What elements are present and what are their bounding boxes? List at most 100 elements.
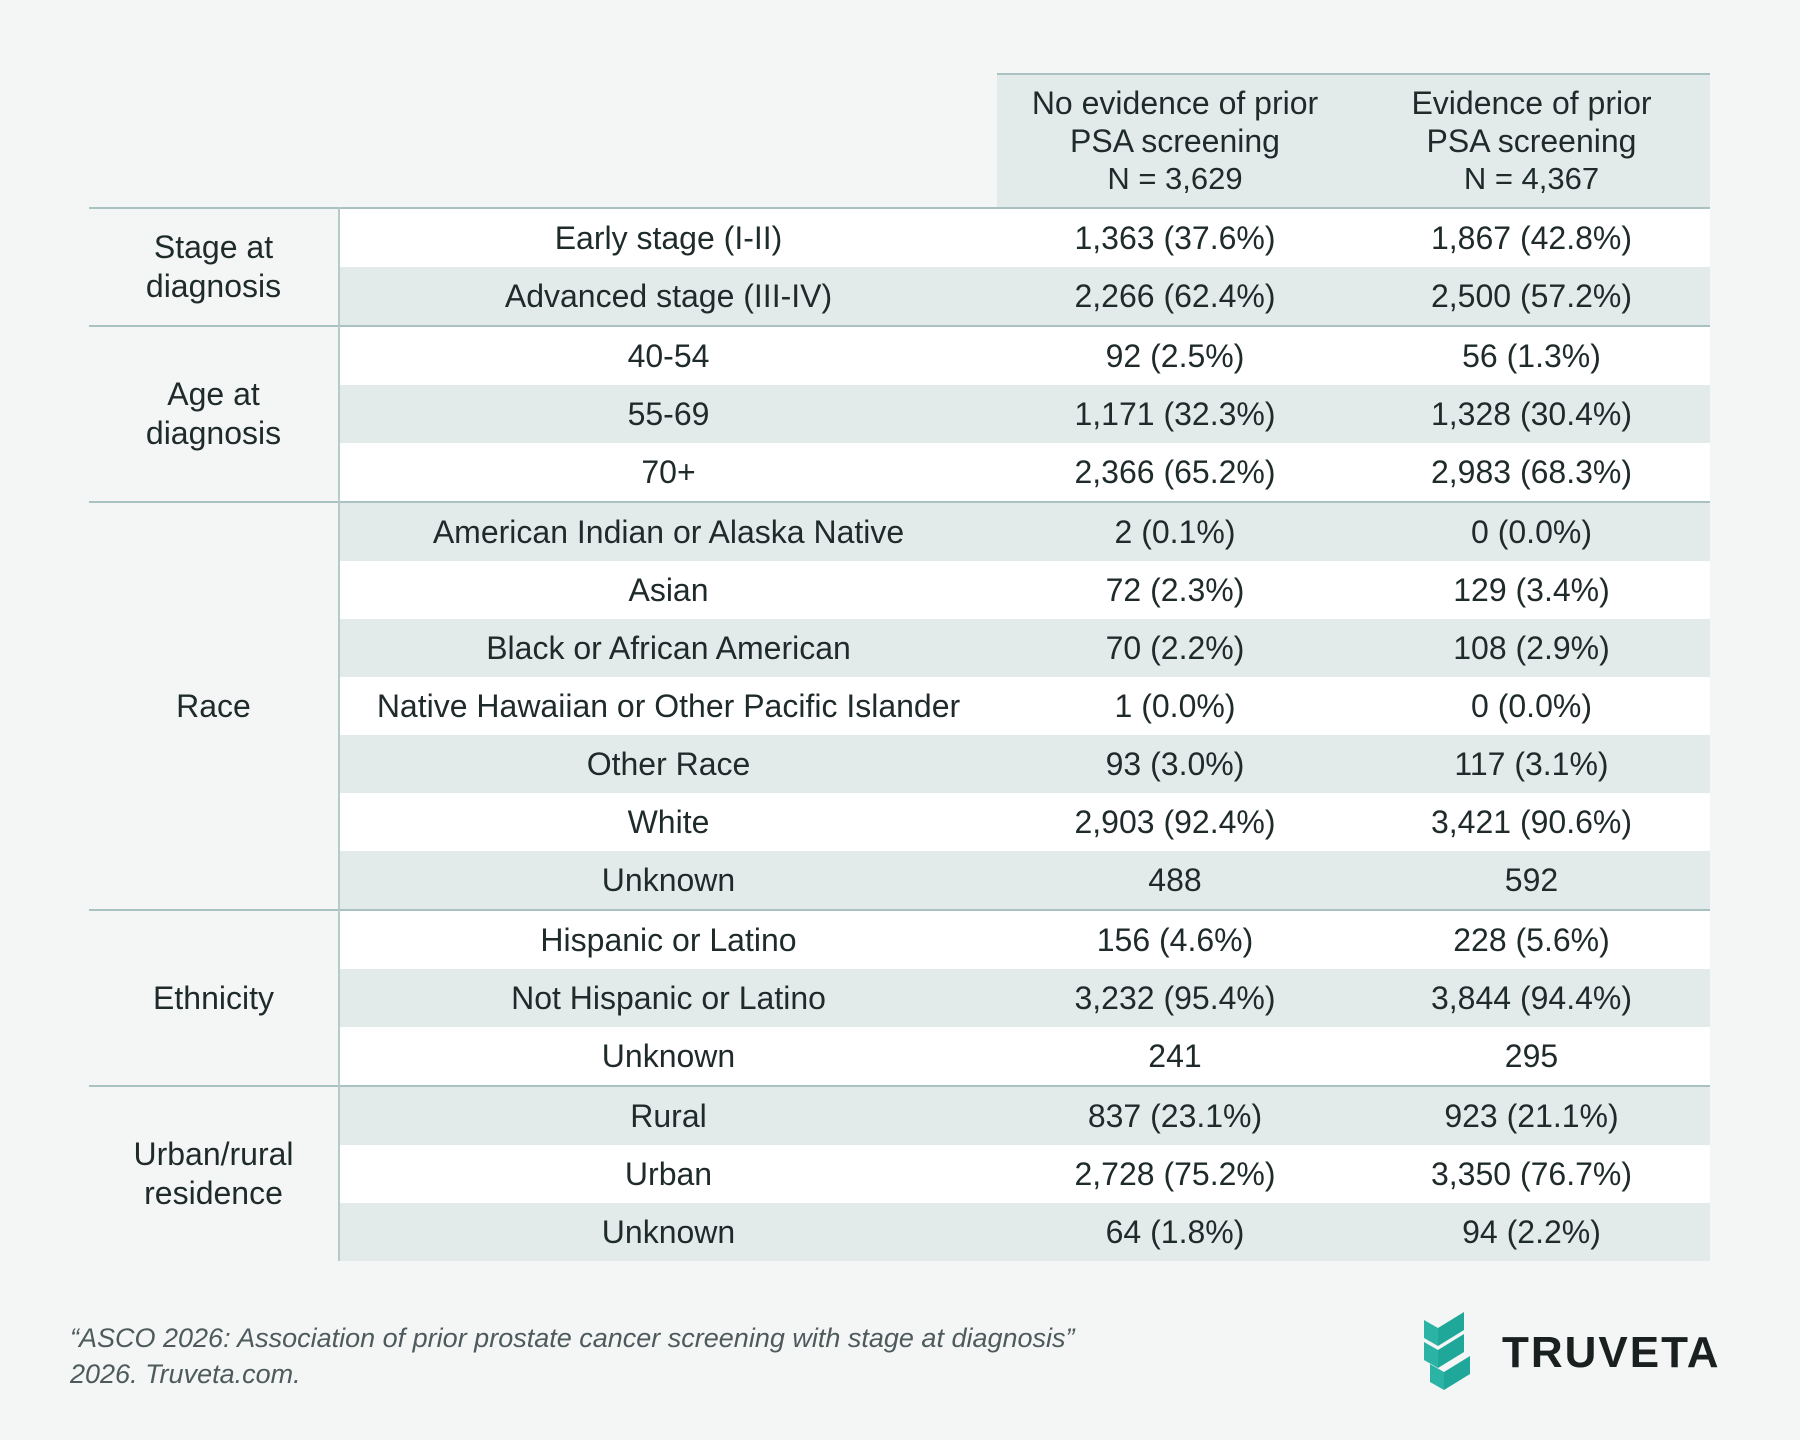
group-label-line: Age at bbox=[167, 376, 260, 412]
value-cell: 129 (3.4%) bbox=[1353, 561, 1710, 619]
truveta-wordmark: TRUVETA bbox=[1502, 1328, 1721, 1377]
value-cell: 923 (21.1%) bbox=[1353, 1085, 1710, 1145]
table-row: 55-69 1,171 (32.3%) 1,328 (30.4%) bbox=[89, 385, 1710, 443]
table-row: Urban/rural residence Rural 837 (23.1%) 923 … bbox=[89, 1085, 1710, 1261]
table-row: Native Hawaiian or Other Pacific Islande… bbox=[89, 677, 1710, 735]
table-row: Black or African American 70 (2.2%) 108 (2… bbox=[89, 619, 1710, 677]
header-row: No evidence of prior PSA screening N = 3… bbox=[89, 73, 1710, 208]
row-label: Other Race bbox=[339, 735, 997, 793]
truveta-logo: TRUVETA bbox=[1420, 1308, 1721, 1398]
group-label: Race bbox=[89, 501, 340, 910]
data-table-container: No evidence of prior PSA screening N = 3… bbox=[89, 73, 1710, 1261]
value-cell: 108 (2.9%) bbox=[1353, 619, 1710, 677]
value-cell: 2 (0.1%) bbox=[997, 501, 1353, 561]
value-cell: 56 (1.3%) bbox=[1353, 325, 1710, 385]
group-label: Urban/rural residence bbox=[89, 1085, 340, 1261]
table-row: Other Race 93 (3.0%) 117 (3.1%) bbox=[89, 735, 1710, 793]
row-label: 40-54 bbox=[339, 325, 997, 385]
table-row: Unknown 64 (1.8%) 94 (2.2%) bbox=[89, 1203, 1710, 1261]
value-cell: 64 (1.8%) bbox=[997, 1203, 1353, 1261]
value-cell: 2,728 (75.2%) bbox=[997, 1145, 1353, 1203]
value-cell: 156 (4.6%) bbox=[997, 909, 1353, 969]
table-row: Urban 2,728 (75.2%) 3,350 (76.7%) bbox=[89, 1145, 1710, 1203]
table-row: 70+ 2,366 (65.2%) 2,983 (68.3%) bbox=[89, 443, 1710, 502]
table-row: Not Hispanic or Latino 3,232 (95.4%) 3,844… bbox=[89, 969, 1710, 1027]
column-header-title-line: PSA screening bbox=[1426, 123, 1637, 159]
table-row: Asian 72 (2.3%) 129 (3.4%) bbox=[89, 561, 1710, 619]
value-cell: 3,232 (95.4%) bbox=[997, 969, 1353, 1027]
value-cell: 592 bbox=[1353, 851, 1710, 910]
row-label: White bbox=[339, 793, 997, 851]
table-row: Age at diagnosis 40-54 92 (2.5%) 56 (1.3%) bbox=[89, 325, 1710, 502]
row-label: Asian bbox=[339, 561, 997, 619]
table-body: Stage at diagnosis Early stage (I-II) 1,363… bbox=[89, 207, 1710, 1261]
value-cell: 1,363 (37.6%) bbox=[997, 207, 1353, 267]
citation-line: “ASCO 2026: Association of prior prostat… bbox=[70, 1323, 1075, 1353]
value-cell: 1,171 (32.3%) bbox=[997, 385, 1353, 443]
value-cell: 72 (2.3%) bbox=[997, 561, 1353, 619]
group-label-line: Stage at bbox=[153, 229, 274, 265]
row-label: Black or African American bbox=[339, 619, 997, 677]
column-header-title-line: PSA screening bbox=[1070, 123, 1280, 159]
row-label: Advanced stage (III-IV) bbox=[339, 267, 997, 326]
group-label-line: diagnosis bbox=[145, 415, 282, 451]
data-table: No evidence of prior PSA screening N = 3… bbox=[89, 73, 1710, 1261]
column-header-screening: Evidence of prior PSA screening N = 4,36… bbox=[1353, 73, 1710, 208]
row-label: Early stage (I-II) bbox=[339, 207, 997, 267]
value-cell: 2,500 (57.2%) bbox=[1353, 267, 1710, 326]
value-cell: 295 bbox=[1353, 1027, 1710, 1086]
table-row: Unknown 241 295 bbox=[89, 1027, 1710, 1086]
row-label: Native Hawaiian or Other Pacific Islande… bbox=[339, 677, 997, 735]
column-header-n: N = 4,367 bbox=[1463, 161, 1600, 196]
value-cell: 1,328 (30.4%) bbox=[1353, 385, 1710, 443]
row-label: Not Hispanic or Latino bbox=[339, 969, 997, 1027]
row-label: Unknown bbox=[339, 1027, 997, 1086]
value-cell: 0 (0.0%) bbox=[1353, 501, 1710, 561]
row-label: Urban bbox=[339, 1145, 997, 1203]
value-cell: 117 (3.1%) bbox=[1353, 735, 1710, 793]
value-cell: 2,983 (68.3%) bbox=[1353, 443, 1710, 502]
row-label: Hispanic or Latino bbox=[339, 909, 997, 969]
value-cell: 0 (0.0%) bbox=[1353, 677, 1710, 735]
group-label-line: diagnosis bbox=[145, 268, 282, 304]
value-cell: 1 (0.0%) bbox=[997, 677, 1353, 735]
table-row: Race American Indian or Alaska Native 2 (0… bbox=[89, 501, 1710, 910]
value-cell: 2,266 (62.4%) bbox=[997, 267, 1353, 326]
value-cell: 241 bbox=[997, 1027, 1353, 1086]
table-row: Ethnicity Hispanic or Latino 156 (4.6%) 228… bbox=[89, 909, 1710, 1086]
truveta-chevron-icon bbox=[1420, 1306, 1484, 1401]
value-cell: 70 (2.2%) bbox=[997, 619, 1353, 677]
group-label-line: Ethnicity bbox=[153, 979, 274, 1016]
value-cell: 2,366 (65.2%) bbox=[997, 443, 1353, 502]
column-header-no-screening: No evidence of prior PSA screening N = 3… bbox=[997, 73, 1353, 208]
group-label: Ethnicity bbox=[89, 909, 340, 1086]
row-label: 55-69 bbox=[339, 385, 997, 443]
column-header-title-line: Evidence of prior bbox=[1411, 85, 1652, 121]
value-cell: 1,867 (42.8%) bbox=[1353, 207, 1710, 267]
header-blank bbox=[89, 74, 997, 208]
table-row: Unknown 488 592 bbox=[89, 851, 1710, 910]
table-row: Advanced stage (III-IV) 2,266 (62.4%) 2,50… bbox=[89, 267, 1710, 326]
citation: “ASCO 2026: Association of prior prostat… bbox=[70, 1320, 1075, 1392]
row-label: American Indian or Alaska Native bbox=[339, 501, 997, 561]
group-label-line: Race bbox=[176, 687, 251, 724]
group-label: Age at diagnosis bbox=[89, 325, 340, 502]
row-label: Rural bbox=[339, 1085, 997, 1145]
value-cell: 94 (2.2%) bbox=[1353, 1203, 1710, 1261]
table-row: White 2,903 (92.4%) 3,421 (90.6%) bbox=[89, 793, 1710, 851]
value-cell: 3,421 (90.6%) bbox=[1353, 793, 1710, 851]
column-header-title-line: No evidence of prior bbox=[1031, 85, 1319, 121]
value-cell: 488 bbox=[997, 851, 1353, 910]
column-header-n: N = 3,629 bbox=[1107, 161, 1243, 196]
group-label-line: residence bbox=[144, 1175, 283, 1211]
table-row: Stage at diagnosis Early stage (I-II) 1,363… bbox=[89, 207, 1710, 326]
row-label: Unknown bbox=[339, 851, 997, 910]
group-label-line: Urban/rural bbox=[133, 1136, 294, 1172]
value-cell: 228 (5.6%) bbox=[1353, 909, 1710, 969]
value-cell: 92 (2.5%) bbox=[997, 325, 1353, 385]
group-label: Stage at diagnosis bbox=[89, 207, 340, 326]
row-label: 70+ bbox=[339, 443, 997, 502]
citation-line: 2026. Truveta.com. bbox=[70, 1359, 301, 1389]
value-cell: 93 (3.0%) bbox=[997, 735, 1353, 793]
value-cell: 3,844 (94.4%) bbox=[1353, 969, 1710, 1027]
